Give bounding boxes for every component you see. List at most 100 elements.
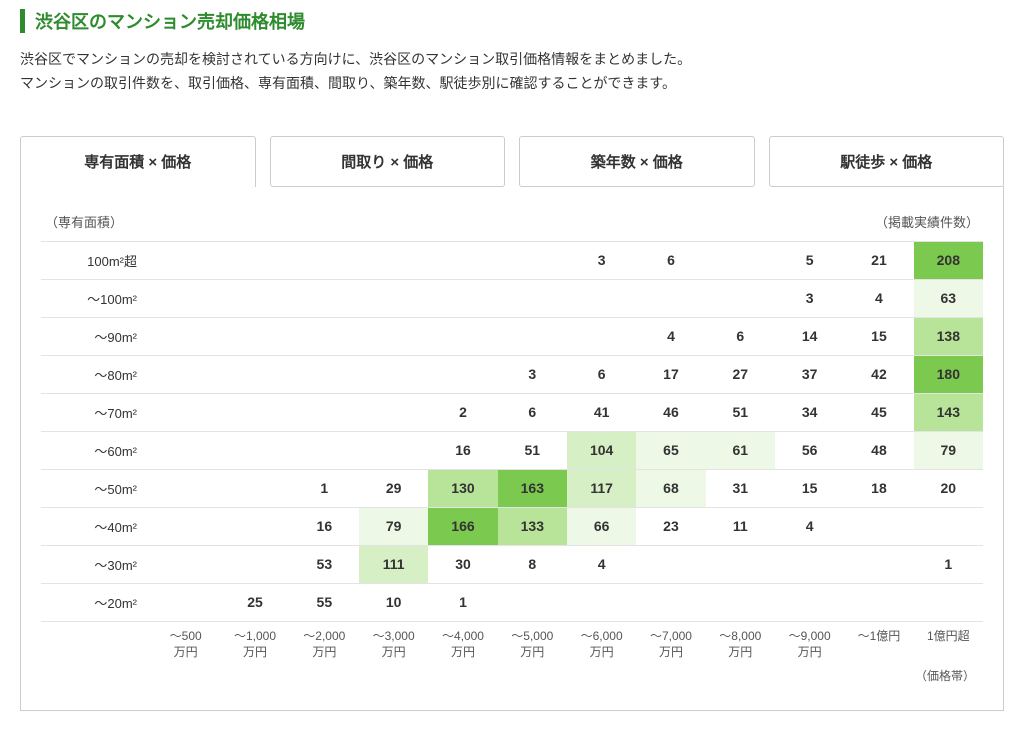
heatmap-cell: 46 [636,393,705,431]
heatmap-cell [290,317,359,355]
heatmap-cell: 6 [636,241,705,279]
row-label: ～20m² [41,583,151,621]
heatmap-cell [567,317,636,355]
row-label: ～30m² [41,545,151,583]
y-axis-label: （専有面積） [45,212,123,231]
heatmap-cell [220,545,289,583]
heatmap-cell: 45 [844,393,913,431]
heatmap-cell [428,241,497,279]
heatmap-cell [498,317,567,355]
heatmap-cell: 51 [706,393,775,431]
intro-text: 渋谷区でマンションの売却を検討されている方向けに、渋谷区のマンション取引価格情報… [20,48,1004,96]
heatmap-cell [706,241,775,279]
heatmap-cell: 79 [914,431,983,469]
heatmap-cell [359,355,428,393]
heatmap-cell [220,317,289,355]
intro-line-1: 渋谷区でマンションの売却を検討されている方向けに、渋谷区のマンション取引価格情報… [20,48,1004,72]
heatmap-cell: 25 [220,583,289,621]
heatmap-cell: 111 [359,545,428,583]
col-label: 1億円超 [914,621,983,661]
heatmap-cell: 3 [567,241,636,279]
heatmap-cell [359,241,428,279]
heatmap-cell: 143 [914,393,983,431]
col-label: ～5,000万円 [498,621,567,661]
heatmap-cell [844,545,913,583]
tab-0[interactable]: 専有面積 × 価格 [20,136,256,187]
heatmap-cell: 117 [567,469,636,507]
col-label: ～9,000万円 [775,621,844,661]
heatmap-cell [220,431,289,469]
heatmap-cell: 53 [290,545,359,583]
heatmap-cell [151,317,220,355]
heatmap-cell: 16 [428,431,497,469]
col-label: ～500万円 [151,621,220,661]
heatmap-cell [775,545,844,583]
heatmap-cell [151,279,220,317]
col-label: ～4,000万円 [428,621,497,661]
row-label: ～90m² [41,317,151,355]
heatmap-cell: 10 [359,583,428,621]
heatmap-cell [220,279,289,317]
heatmap-cell: 27 [706,355,775,393]
col-label: ～1,000万円 [220,621,289,661]
heatmap-cell [220,393,289,431]
heatmap-cell [706,545,775,583]
page-title-bar: 渋谷区のマンション売却価格相場 [20,8,1004,34]
table-row: 100m²超36521208 [41,241,983,279]
heatmap-cell: 17 [636,355,705,393]
heatmap-cell: 41 [567,393,636,431]
table-row: ～20m²2555101 [41,583,983,621]
heatmap-cell: 163 [498,469,567,507]
heatmap-cell [290,393,359,431]
table-row: ～100m²3463 [41,279,983,317]
tab-3[interactable]: 駅徒歩 × 価格 [769,136,1005,187]
axis-labels: （専有面積） （掲載実績件数） [41,212,983,231]
table-row: ～80m²3617273742180 [41,355,983,393]
heatmap-cell [636,545,705,583]
heatmap-cell: 34 [775,393,844,431]
heatmap-cell [151,393,220,431]
heatmap-cell [567,583,636,621]
heatmap-cell: 15 [775,469,844,507]
heatmap-cell [151,545,220,583]
tab-2[interactable]: 築年数 × 価格 [519,136,755,187]
row-label: 100m²超 [41,241,151,279]
col-label: ～3,000万円 [359,621,428,661]
col-label: ～8,000万円 [706,621,775,661]
heatmap-cell [636,279,705,317]
heatmap-cell: 4 [636,317,705,355]
table-row: ～90m²461415138 [41,317,983,355]
heatmap-cell: 63 [914,279,983,317]
heatmap-cell [914,507,983,545]
heatmap-cell: 2 [428,393,497,431]
heatmap-cell [151,431,220,469]
heatmap-panel: （専有面積） （掲載実績件数） 100m²超36521208～100m²3463… [20,186,1004,712]
row-label: ～50m² [41,469,151,507]
heatmap-cell [567,279,636,317]
heatmap-cell [775,583,844,621]
heatmap-cell [428,355,497,393]
row-label: ～60m² [41,431,151,469]
heatmap-cell [220,507,289,545]
heatmap-cell [498,583,567,621]
heatmap-cell [290,431,359,469]
heatmap-cell: 61 [706,431,775,469]
heatmap-cell [498,241,567,279]
count-label: （掲載実績件数） [875,212,979,231]
heatmap-cell: 68 [636,469,705,507]
heatmap-cell: 208 [914,241,983,279]
x-axis-caption: （価格帯） [41,667,983,684]
heatmap-cell: 1 [290,469,359,507]
heatmap-cell [359,393,428,431]
row-label: ～80m² [41,355,151,393]
heatmap-cell: 37 [775,355,844,393]
heatmap-cell: 42 [844,355,913,393]
heatmap-cell: 31 [706,469,775,507]
heatmap-cell: 79 [359,507,428,545]
heatmap-cell [428,279,497,317]
heatmap-cell: 30 [428,545,497,583]
col-label: ～1億円 [844,621,913,661]
heatmap-cell: 4 [775,507,844,545]
tab-1[interactable]: 間取り × 価格 [270,136,506,187]
heatmap-cell [151,355,220,393]
